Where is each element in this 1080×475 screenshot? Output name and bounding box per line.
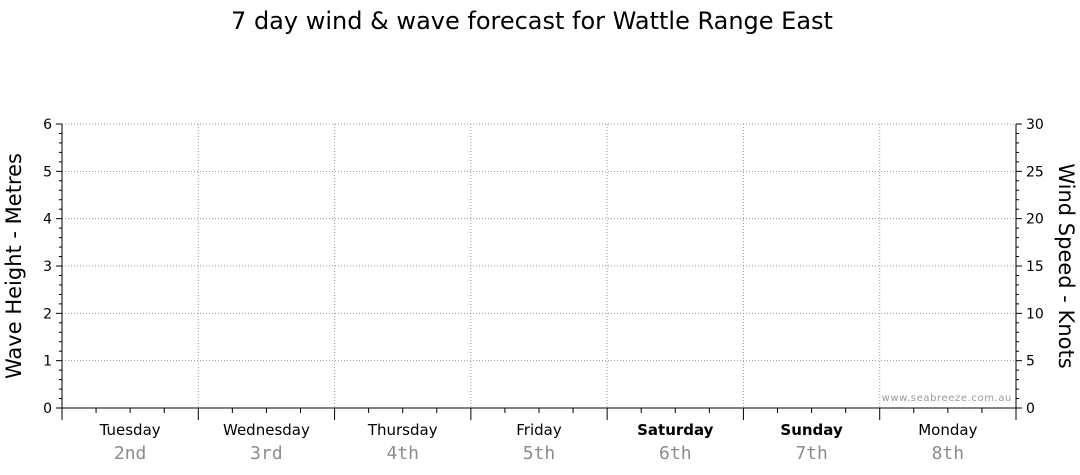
y-left-tick-label: 4 — [43, 212, 52, 228]
day-date-label: 3rd — [250, 443, 283, 464]
day-name-label: Wednesday — [223, 421, 310, 439]
y-right-tick-label: 5 — [1026, 354, 1035, 370]
y-right-ticks: 0 5 10 15 20 25 30 — [1016, 117, 1044, 417]
day-date-label: 2nd — [114, 443, 147, 464]
y-right-tick-label: 10 — [1026, 306, 1044, 322]
day-date-label: 5th — [523, 443, 556, 464]
y-right-axis-title: Wind Speed - Knots — [1054, 163, 1078, 368]
day-name-label: Friday — [516, 421, 562, 439]
day-date-label: 6th — [659, 443, 692, 464]
day-date-label: 8th — [932, 443, 965, 464]
y-left-tick-label: 6 — [43, 117, 52, 133]
x-axis-labels: Tuesday 2nd Wednesday 3rd Thursday 4th Friday 5… — [99, 421, 978, 464]
day-name-label: Monday — [918, 421, 977, 439]
day-name-label: Thursday — [367, 421, 438, 439]
y-left-tick-label: 2 — [43, 306, 52, 322]
axes — [61, 124, 1017, 420]
y-left-axis-title: Wave Height - Metres — [2, 153, 26, 379]
chart-title: 7 day wind & wave forecast for Wattle Ra… — [231, 7, 833, 35]
y-right-tick-label: 25 — [1026, 164, 1044, 180]
watermark: www.seabreeze.com.au — [882, 393, 1012, 404]
day-date-label: 7th — [795, 443, 828, 464]
day-name-label: Saturday — [637, 421, 714, 439]
y-right-tick-label: 30 — [1026, 117, 1044, 133]
y-left-ticks: 0 1 2 3 4 5 6 — [43, 117, 62, 417]
y-left-tick-label: 1 — [43, 354, 52, 370]
y-left-tick-label: 0 — [43, 401, 52, 417]
y-right-tick-label: 0 — [1026, 401, 1035, 417]
y-right-tick-label: 15 — [1026, 259, 1044, 275]
y-right-tick-label: 20 — [1026, 212, 1044, 228]
day-date-label: 4th — [386, 443, 419, 464]
y-left-tick-label: 3 — [43, 259, 52, 275]
y-left-tick-label: 5 — [43, 164, 52, 180]
grid — [62, 123, 1016, 408]
day-name-label: Tuesday — [99, 421, 161, 439]
day-name-label: Sunday — [780, 421, 843, 439]
